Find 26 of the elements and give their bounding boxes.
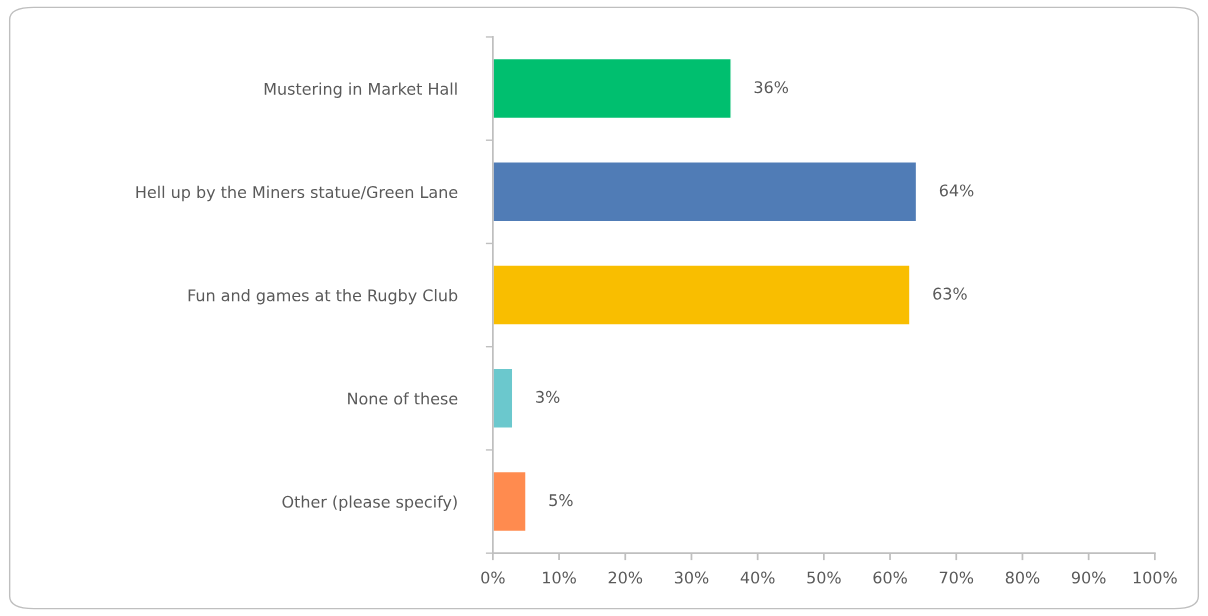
x-tick-label: 10% [543, 571, 576, 584]
x-tick-label: 100% [1133, 571, 1177, 584]
x-tick-label: 40% [740, 571, 775, 584]
bar [492, 161, 918, 223]
bar [492, 470, 527, 533]
x-tick-label: 80% [1005, 571, 1040, 584]
x-tick-label: 60% [873, 571, 907, 584]
data-label: 36% [754, 81, 789, 94]
bar [492, 57, 732, 120]
y-tick-label: Fun and games at the Rugby Club [188, 289, 458, 305]
x-tick-label: 0% [481, 571, 505, 584]
x-tick-label: 20% [608, 571, 643, 584]
x-tick-label: 30% [674, 571, 709, 584]
y-tick-label: Mustering in Market Hall [264, 82, 457, 98]
data-label: 3% [536, 390, 560, 403]
bar [492, 264, 911, 326]
y-tick-label: None of these [348, 392, 458, 405]
data-label: 64% [939, 184, 974, 197]
data-label: 5% [549, 494, 573, 507]
y-tick-label: Hell up by the Miners statue/Green Lane [136, 185, 458, 202]
bar [492, 367, 514, 429]
x-tick-label: 90% [1071, 571, 1106, 584]
x-tick-label: 70% [939, 571, 974, 584]
data-label: 63% [933, 287, 967, 300]
y-tick-label: Other (please specify) [282, 495, 457, 511]
x-tick-label: 50% [807, 571, 841, 584]
